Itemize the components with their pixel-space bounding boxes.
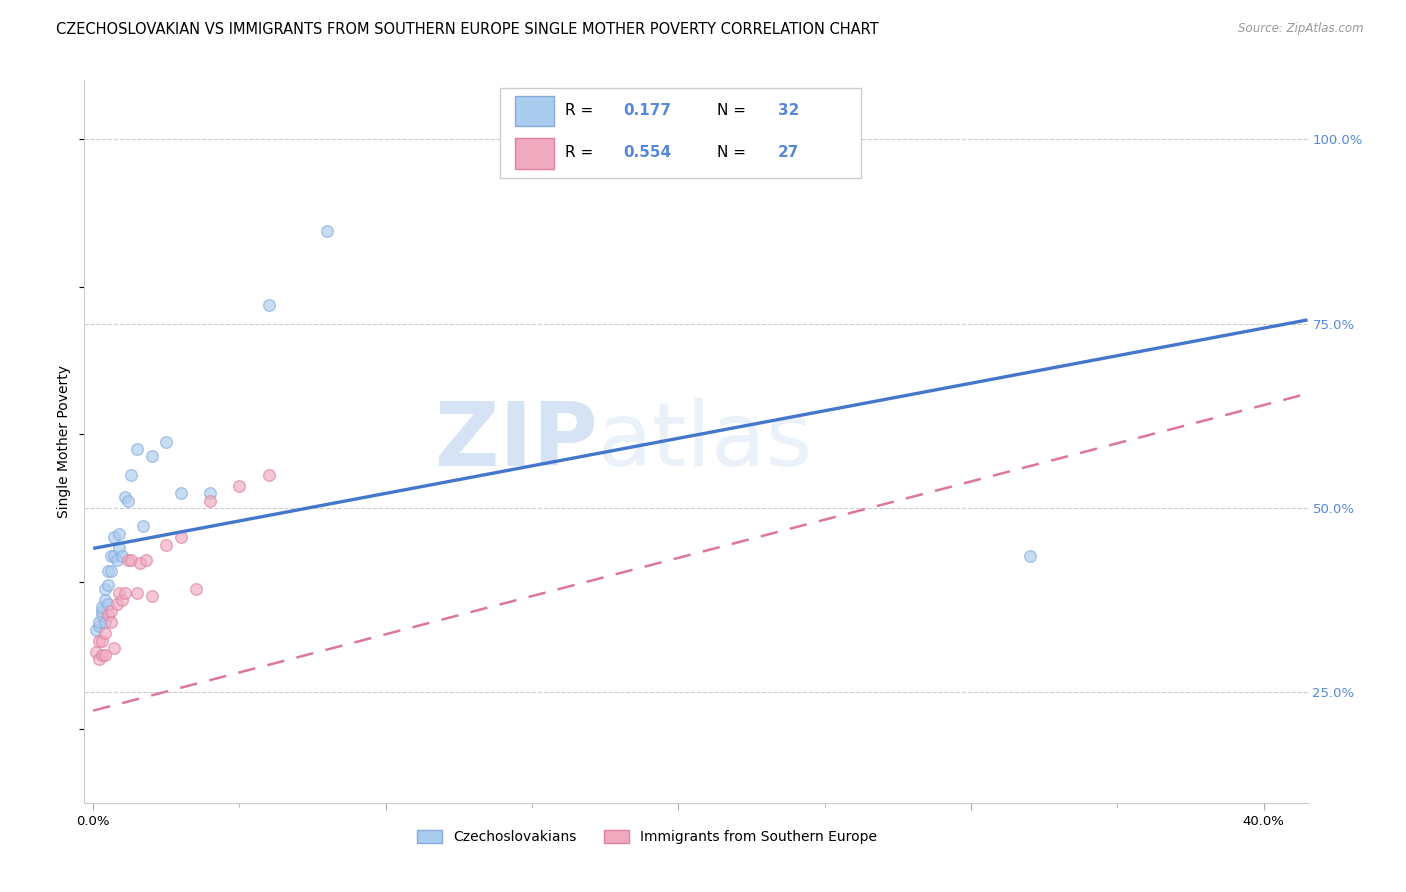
Point [87, 652, 110, 666]
Legend: Czechoslovakians, Immigrants from Southern Europe: Czechoslovakians, Immigrants from Southe… [412, 824, 883, 850]
Point [103, 549, 125, 563]
Point [257, 298, 280, 312]
Point [100, 615, 122, 630]
Point [90, 633, 112, 648]
Point [228, 479, 250, 493]
Point [132, 519, 155, 533]
Point [100, 564, 122, 578]
Text: atlas: atlas [598, 398, 813, 485]
Point [84, 623, 107, 637]
Point [257, 467, 280, 482]
Point [94, 593, 117, 607]
Point [94, 615, 117, 630]
Point [90, 604, 112, 618]
Point [114, 585, 136, 599]
Point [94, 582, 117, 596]
Point [103, 640, 125, 655]
Point [129, 556, 152, 570]
Point [198, 486, 221, 500]
Point [90, 600, 112, 615]
Point [97, 578, 120, 592]
Point [97, 564, 120, 578]
Point [141, 590, 163, 604]
Point [135, 552, 157, 566]
Point [97, 607, 120, 622]
Point [198, 493, 221, 508]
Point [87, 615, 110, 630]
Point [97, 597, 120, 611]
Point [87, 633, 110, 648]
Point [100, 604, 122, 618]
Text: ZIP: ZIP [436, 398, 598, 485]
Y-axis label: Single Mother Poverty: Single Mother Poverty [58, 365, 72, 518]
Point [94, 626, 117, 640]
Point [108, 526, 131, 541]
Point [103, 530, 125, 544]
Point [184, 582, 207, 596]
Point [114, 490, 136, 504]
Point [125, 442, 148, 456]
Point [90, 648, 112, 663]
Point [108, 541, 131, 556]
Point [111, 593, 134, 607]
Point [117, 493, 139, 508]
Point [155, 538, 177, 552]
Point [94, 648, 117, 663]
Point [170, 530, 193, 544]
Point [141, 450, 163, 464]
Text: Source: ZipAtlas.com: Source: ZipAtlas.com [1239, 22, 1364, 36]
Point [108, 585, 131, 599]
Point [100, 549, 122, 563]
Point [120, 552, 142, 566]
Point [120, 467, 142, 482]
Point [84, 645, 107, 659]
Point [111, 549, 134, 563]
Point [90, 607, 112, 622]
Point [105, 597, 128, 611]
Point [170, 486, 193, 500]
Point [105, 552, 128, 566]
Point [125, 585, 148, 599]
Point [117, 552, 139, 566]
Point [87, 619, 110, 633]
Point [1018, 549, 1040, 563]
Point [155, 434, 177, 449]
Point [316, 224, 339, 238]
Text: CZECHOSLOVAKIAN VS IMMIGRANTS FROM SOUTHERN EUROPE SINGLE MOTHER POVERTY CORRELA: CZECHOSLOVAKIAN VS IMMIGRANTS FROM SOUTH… [56, 22, 879, 37]
